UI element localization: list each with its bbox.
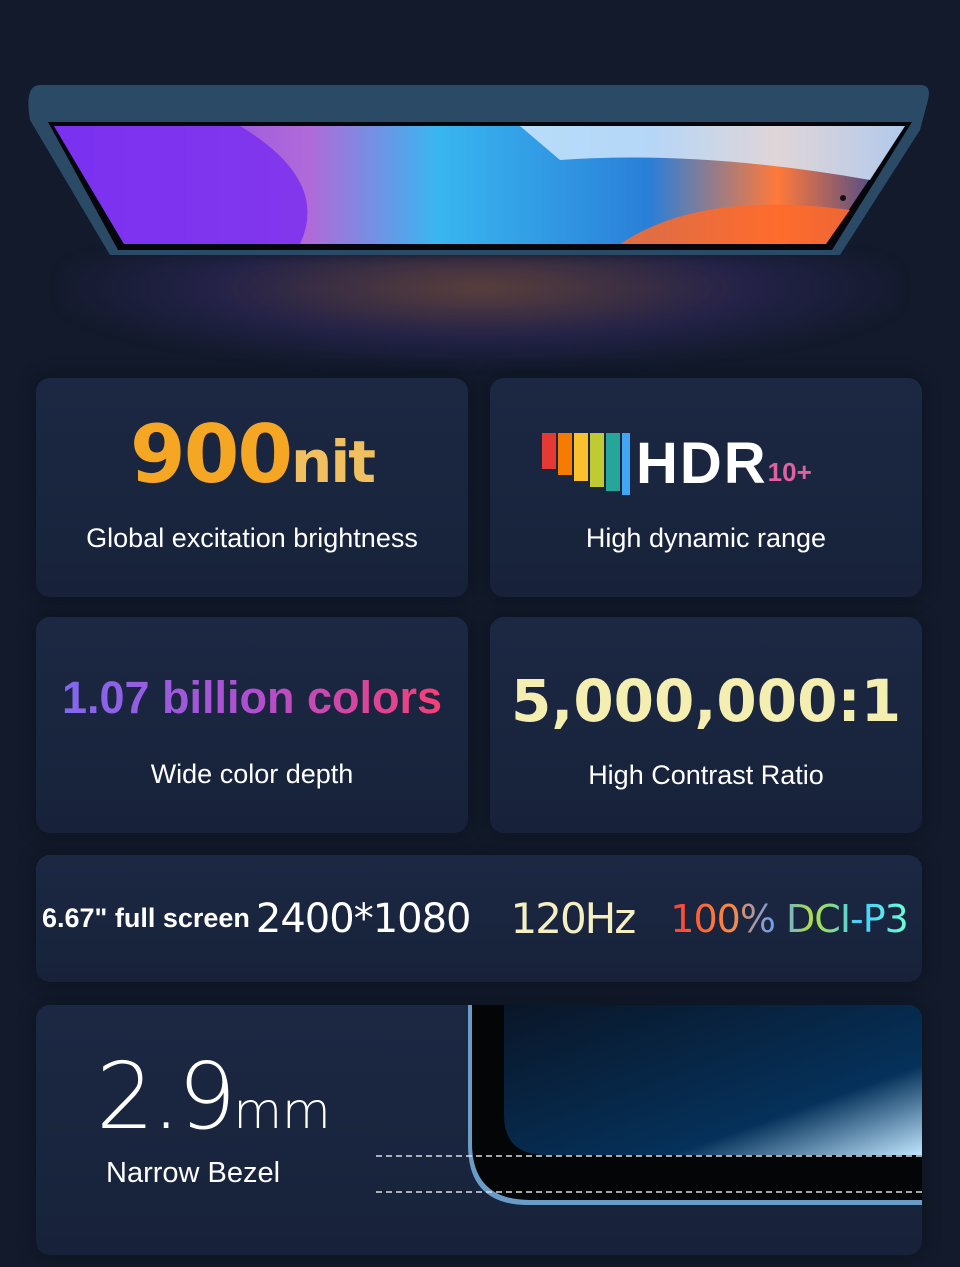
refresh-rate: 120Hz xyxy=(510,894,637,943)
color-gamut: 100% DCI-P3 xyxy=(670,896,908,941)
specs-strip: 6.67" full screen 2400*1080 120Hz 100% D… xyxy=(36,855,922,982)
hdr-label: High dynamic range xyxy=(585,523,827,553)
bezel-card: 2.9mm Narrow Bezel xyxy=(36,1005,922,1255)
contrast-card: 5,000,000:1 High Contrast Ratio xyxy=(490,617,922,833)
screen-size: 6.67" full screen xyxy=(42,903,250,933)
bezel-label: Narrow Bezel xyxy=(106,1157,281,1189)
brightness-label: Global excitation brightness xyxy=(86,523,418,553)
contrast-value: 5,000,000:1 xyxy=(510,667,902,735)
hdr-10plus: 10+ xyxy=(767,457,812,487)
bezel-value: 2.9mm xyxy=(96,1043,331,1150)
contrast-label: High Contrast Ratio xyxy=(588,760,824,790)
hdr10-logo: HDR 10+ xyxy=(542,430,812,497)
brightness-card: 900nit Global excitation brightness xyxy=(36,378,468,597)
brightness-value: 900nit xyxy=(130,408,376,501)
phone-illustration xyxy=(28,85,929,255)
spectrum-icon xyxy=(542,432,630,495)
bezel-illustration xyxy=(376,1005,922,1205)
hdr-text: HDR xyxy=(636,431,768,496)
resolution: 2400*1080 xyxy=(255,895,472,942)
screen-glow xyxy=(60,255,900,365)
colors-card: 1.07 billion colors Wide color depth xyxy=(36,617,468,833)
colors-label: Wide color depth xyxy=(150,759,354,789)
colors-value: 1.07 billion colors xyxy=(36,672,468,724)
hdr-card: HDR 10+ High dynamic range xyxy=(490,378,922,597)
